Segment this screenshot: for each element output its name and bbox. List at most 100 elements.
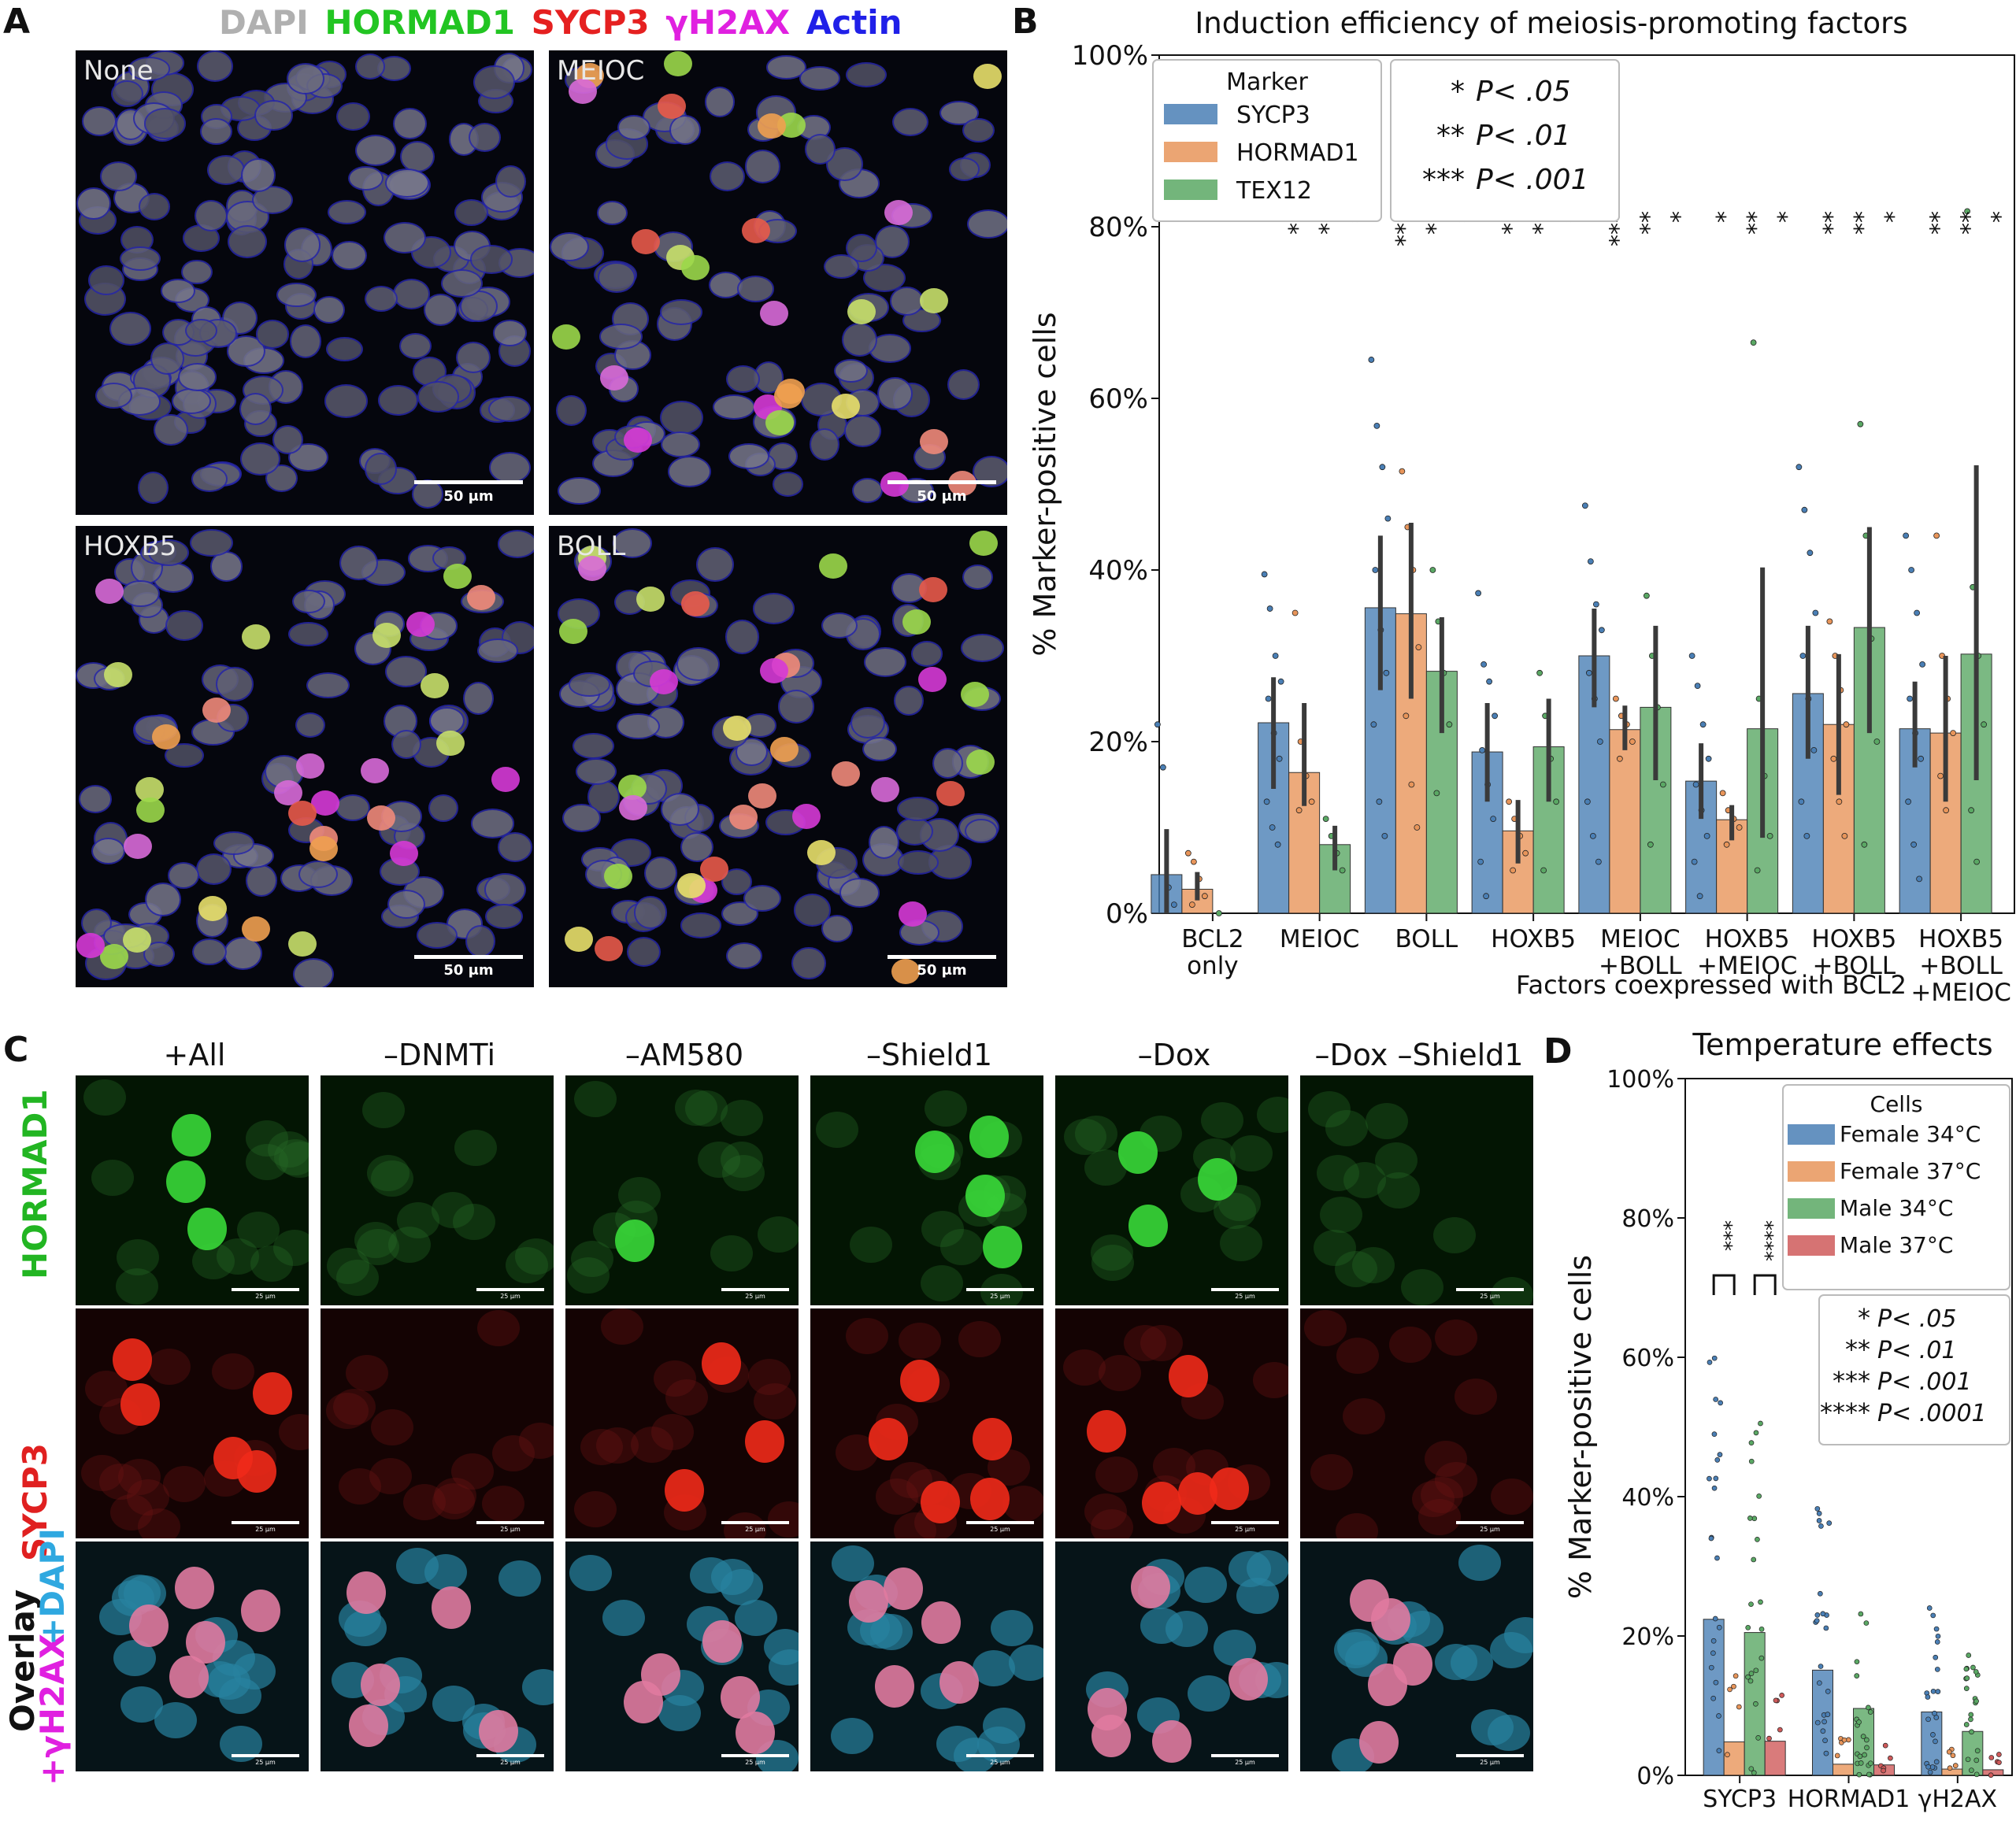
- data-point: [1964, 208, 1971, 215]
- data-point: [1747, 1678, 1754, 1684]
- data-point: [1810, 747, 1818, 753]
- x-tick-label: γH2AX: [1918, 1786, 1997, 1813]
- significance-mark: ****: [1753, 1220, 1777, 1261]
- legend-swatch: [1788, 1161, 1835, 1182]
- data-point: [1272, 653, 1279, 659]
- data-point: [1713, 1679, 1719, 1686]
- data-point: [1861, 841, 1868, 848]
- scale-bar-label: 25 μm: [745, 1759, 765, 1766]
- data-point: [1988, 1772, 1994, 1778]
- x-tick-label: +BOLL: [1813, 952, 1896, 980]
- scale-bar-label: 25 μm: [1235, 1293, 1255, 1300]
- scale-bar-label: 25 μm: [500, 1526, 521, 1533]
- micrograph-hoxb5: HOXB5 50 μm: [76, 526, 534, 987]
- data-point: [1647, 841, 1654, 848]
- data-point: [1694, 683, 1701, 690]
- data-point: [1711, 1355, 1718, 1361]
- p-legend-value: P< .001: [1877, 1368, 1972, 1396]
- data-point: [1585, 669, 1592, 676]
- x-tick-label: only: [1187, 952, 1239, 980]
- data-point: [1866, 1704, 1871, 1711]
- data-point: [1714, 1457, 1721, 1463]
- micrograph-none: None 50 μm: [76, 50, 534, 515]
- legend-swatch: [1788, 1198, 1835, 1219]
- data-point: [1753, 1430, 1759, 1436]
- data-point: [1873, 738, 1881, 745]
- p-legend-stars: ****: [1820, 1397, 1870, 1427]
- y-tick-label: 20%: [1621, 1623, 1674, 1651]
- y-tick-label: 40%: [1088, 555, 1148, 587]
- data-point: [1415, 644, 1422, 650]
- condition-label: –Dox: [1137, 1038, 1211, 1072]
- condition-micrograph: 25 μm: [76, 1542, 309, 1771]
- significance-mark: *: [1703, 211, 1730, 223]
- data-point: [1935, 1633, 1941, 1639]
- data-point: [1821, 1719, 1827, 1725]
- y-tick-label: 0%: [1106, 898, 1148, 930]
- bar: [1764, 1741, 1786, 1776]
- data-point: [1969, 1767, 1974, 1773]
- condition-micrograph: 25 μm: [76, 1075, 309, 1305]
- data-point: [1970, 1664, 1976, 1671]
- legend-label: Male 34°C: [1840, 1195, 1953, 1221]
- significance-mark: **: [1947, 211, 1975, 235]
- panel-letter-c: C: [3, 1030, 29, 1070]
- data-point: [1712, 1616, 1718, 1622]
- condition-micrograph: 25 μm: [1300, 1308, 1533, 1538]
- data-point: [1935, 1689, 1941, 1694]
- y-tick-label: 40%: [1621, 1484, 1674, 1512]
- data-point: [1933, 1654, 1939, 1660]
- data-point: [1716, 1748, 1722, 1753]
- p-legend-stars: **: [1845, 1334, 1870, 1364]
- data-point: [1950, 730, 1957, 736]
- x-tick-label: +BOLL: [1599, 952, 1682, 980]
- data-point: [1825, 1689, 1831, 1694]
- data-point: [1486, 678, 1493, 685]
- bar: [1941, 1768, 1963, 1776]
- data-point: [1756, 1493, 1762, 1499]
- data-point: [1857, 420, 1864, 427]
- p-legend-value: P< .0001: [1877, 1400, 1987, 1427]
- bar: [1181, 888, 1214, 914]
- y-tick-label: 80%: [1621, 1205, 1674, 1233]
- data-point: [1755, 1735, 1762, 1741]
- data-point: [1818, 1664, 1824, 1669]
- data-point: [1736, 824, 1743, 831]
- data-point: [1707, 1475, 1712, 1482]
- data-point: [1910, 841, 1918, 848]
- data-point: [1215, 910, 1222, 916]
- data-point: [1933, 532, 1940, 539]
- data-point: [1708, 1535, 1714, 1542]
- data-point: [1968, 1716, 1973, 1723]
- data-point: [1384, 515, 1392, 522]
- data-point: [1748, 1671, 1755, 1676]
- data-point: [1373, 422, 1380, 429]
- x-tick-label: MEIOC: [1280, 925, 1360, 953]
- data-point: [1965, 1756, 1971, 1763]
- x-tick-label: HOXB5: [1918, 925, 2003, 953]
- p-legend-value: P< .05: [1877, 1305, 1956, 1333]
- condition-micrograph: 25 μm: [321, 1075, 554, 1305]
- scale-bar-label: 25 μm: [1235, 1759, 1255, 1766]
- micrograph-label: None: [83, 55, 154, 87]
- condition-label: –Shield1: [866, 1038, 992, 1072]
- y-tick-label: 60%: [1088, 383, 1148, 415]
- significance-mark: **: [1810, 211, 1837, 235]
- p-legend-value: P< .01: [1877, 1337, 1956, 1364]
- data-point: [1826, 1520, 1833, 1527]
- data-point: [1820, 1728, 1826, 1734]
- condition-micrograph: 25 μm: [1055, 1542, 1288, 1771]
- data-point: [1659, 781, 1666, 788]
- data-point: [1968, 807, 1975, 814]
- channel-dapi: DAPI: [219, 3, 309, 42]
- data-point: [1540, 867, 1547, 874]
- data-point: [1836, 798, 1843, 805]
- data-point: [1295, 807, 1303, 814]
- p-legend-stars: **: [1436, 120, 1465, 152]
- data-point: [1188, 901, 1195, 908]
- data-point: [1408, 781, 1415, 788]
- data-point: [1731, 1683, 1736, 1690]
- data-point: [1446, 721, 1453, 728]
- micrograph-meioc: MEIOC 50 μm: [549, 50, 1007, 515]
- row-label-dapi: +DAPI: [33, 1528, 72, 1645]
